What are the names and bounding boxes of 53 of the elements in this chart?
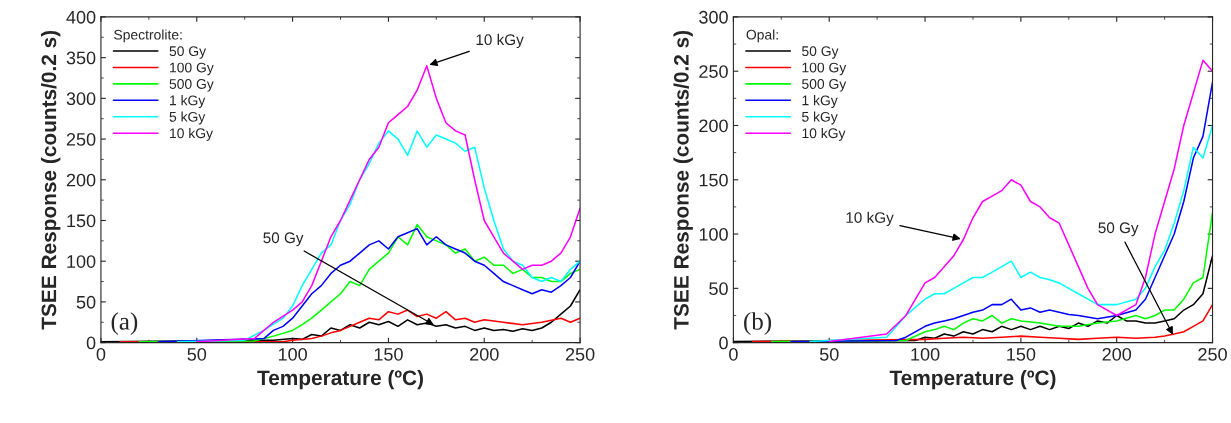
x-axis-title: Temperature (ºC): [257, 369, 423, 390]
y-tick-label: 100: [67, 255, 96, 268]
legend-title: Opal:: [746, 29, 778, 43]
legend-label: 10 kGy: [170, 127, 213, 141]
legend-label: 5 kGy: [802, 111, 838, 125]
legend-label: 50 Gy: [169, 46, 207, 59]
annotation: 10 kGy: [476, 33, 524, 49]
x-tick-label: 50: [819, 347, 839, 361]
legend-title: Spectrolite:: [114, 29, 182, 43]
y-axis-title: TSEE Response (counts/0.2 s): [40, 30, 61, 330]
x-tick-label: 100: [911, 347, 940, 361]
annotation: 50 Gy: [263, 232, 304, 247]
legend-label: 1 kGy: [802, 95, 838, 109]
y-tick-label: 250: [66, 133, 96, 146]
y-tick-label: 300: [66, 92, 96, 106]
y-tick-label: 200: [699, 119, 728, 133]
x-tick-label: 0: [729, 347, 738, 361]
legend-label: 50 Gy: [802, 46, 839, 59]
legend-label: 1 kGy: [170, 95, 206, 109]
legend-label: 5 kGy: [169, 111, 206, 125]
y-tick-label: 50: [76, 295, 96, 309]
annotation: 50 Gy: [1098, 222, 1139, 237]
y-tick-label: 400: [66, 10, 96, 24]
y-tick-label: 150: [699, 173, 728, 187]
y-tick-label: 200: [66, 173, 96, 187]
x-tick-label: 200: [1102, 347, 1132, 361]
y-tick-label: 300: [699, 10, 728, 24]
y-tick-label: 0: [86, 336, 96, 350]
y-tick-label: 250: [699, 65, 728, 78]
legend-label: 10 kGy: [802, 127, 846, 141]
y-tick-label: 0: [719, 336, 728, 350]
y-axis-title: TSEE Response (counts/0.2 s): [673, 30, 693, 330]
x-tick-label: 250: [565, 347, 595, 361]
x-tick-label: 150: [374, 347, 403, 361]
annotation: (a): [111, 312, 138, 335]
y-tick-label: 350: [66, 51, 96, 65]
y-tick-label: 100: [699, 227, 728, 241]
x-tick-label: 50: [187, 347, 207, 361]
legend-label: 100 Gy: [170, 62, 214, 76]
annotation: (b): [744, 312, 772, 335]
x-tick-label: 250: [1198, 347, 1227, 361]
x-tick-label: 100: [278, 347, 307, 361]
y-tick-label: 150: [67, 214, 96, 228]
line-series: [790, 81, 1213, 343]
legend-label: 500 Gy: [802, 79, 847, 92]
x-tick-label: 200: [470, 347, 499, 361]
legend-label: 500 Gy: [169, 79, 214, 92]
x-axis-title: Temperature (ºC): [889, 369, 1056, 390]
legend-label: 100 Gy: [802, 62, 847, 76]
x-tick-label: 150: [1007, 347, 1036, 361]
x-tick-label: 0: [96, 347, 106, 361]
annotation: 10 kGy: [846, 211, 894, 226]
y-tick-label: 50: [709, 282, 728, 296]
